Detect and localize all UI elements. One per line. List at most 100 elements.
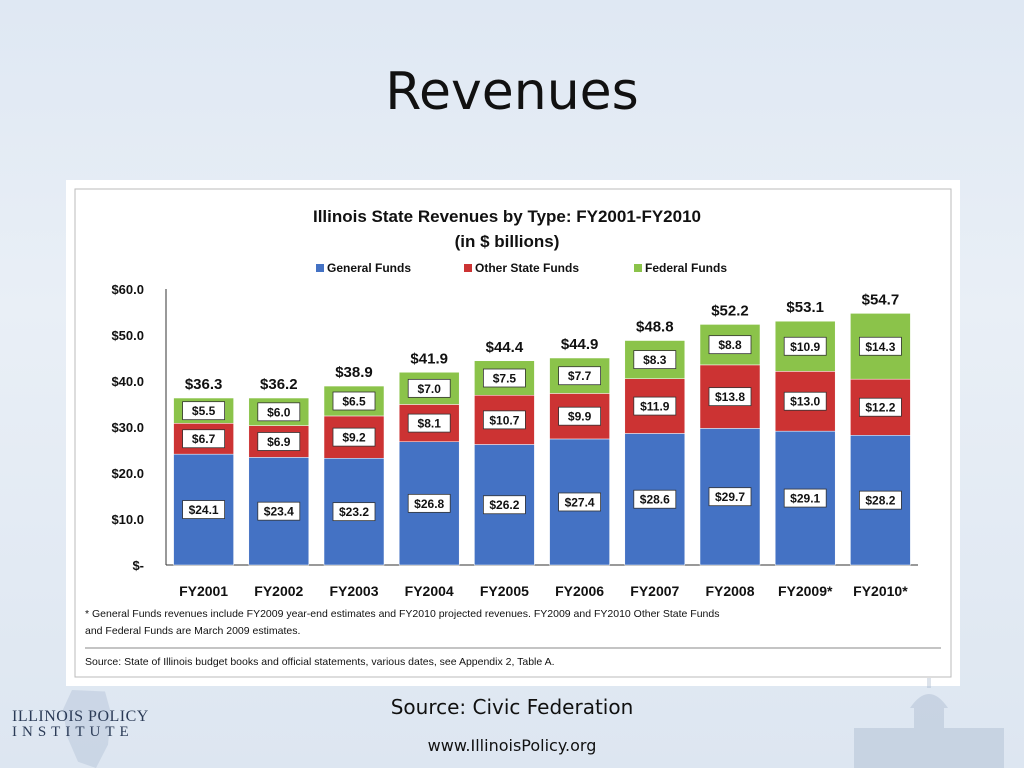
data-label-box: [783, 336, 827, 356]
data-label: $7.5: [493, 372, 517, 386]
data-label: $11.9: [640, 400, 670, 414]
data-label: $10.9: [790, 340, 820, 354]
data-label: $10.7: [489, 413, 519, 427]
data-label: $23.2: [339, 505, 369, 519]
data-label: $13.8: [715, 390, 745, 404]
y-tick-label: $10.0: [111, 512, 144, 527]
chart-subtitle: (in $ billions): [455, 232, 560, 251]
data-label-box: [482, 368, 526, 388]
data-label-box: [482, 495, 526, 515]
data-label: $6.9: [267, 435, 291, 449]
data-label-box: [633, 489, 677, 509]
legend-item: General Funds: [316, 261, 411, 275]
data-label-box: [558, 406, 602, 426]
data-label-box: [558, 366, 602, 386]
data-label-box: [182, 500, 225, 519]
data-label: $29.1: [790, 492, 820, 506]
data-label: $29.7: [715, 490, 745, 504]
y-tick-label: $40.0: [111, 374, 144, 389]
data-label: $8.1: [418, 417, 442, 431]
data-label: $26.2: [489, 498, 519, 512]
data-label-box: [257, 501, 301, 521]
bar-group: $24.1 $6.7 $5.5 $36.3 $23.4 $6.9 $6.0 $36.2 $23.…: [173, 291, 911, 566]
y-tick-label: $50.0: [111, 328, 144, 343]
source-note: Source: State of Illinois budget books a…: [85, 656, 555, 668]
data-label: $5.5: [192, 404, 216, 418]
x-tick-label: FY2009*: [778, 583, 833, 599]
total-label: $54.7: [862, 291, 900, 308]
data-label-box: [482, 410, 526, 430]
chart-legend: General Funds Other State Funds Federal Fu…: [316, 261, 727, 275]
data-label: $27.4: [565, 495, 595, 509]
x-tick-label: FY2010*: [853, 583, 908, 599]
y-tick-label: $20.0: [111, 466, 144, 481]
data-label: $26.8: [414, 497, 444, 511]
x-axis: FY2001 FY2002 FY2003 FY2004 FY2005 FY2006 FY20…: [179, 583, 908, 599]
data-label-box: [332, 427, 376, 447]
data-label-box: [859, 490, 902, 510]
data-label-box: [708, 487, 752, 507]
data-label-box: [332, 391, 376, 411]
legend-label: Federal Funds: [645, 261, 727, 275]
y-tick-label: $30.0: [111, 420, 144, 435]
data-label-box: [633, 350, 677, 370]
data-label-box: [257, 432, 301, 451]
y-tick-label: $-: [132, 558, 144, 573]
legend-item: Other State Funds: [464, 261, 579, 275]
data-label-box: [708, 335, 752, 355]
data-label: $28.2: [865, 494, 895, 508]
data-label-box: [558, 492, 602, 512]
source-caption: Source: Civic Federation: [390, 695, 634, 719]
data-label-box: [407, 493, 451, 513]
legend-label: General Funds: [327, 261, 411, 275]
footnote-line-2: and Federal Funds are March 2009 estimat…: [85, 625, 300, 637]
total-label: $52.2: [711, 302, 749, 319]
data-label: $28.6: [640, 493, 670, 507]
legend-swatch: [634, 264, 642, 272]
data-label: $6.5: [342, 395, 366, 409]
total-label: $53.1: [786, 299, 824, 316]
data-label-box: [708, 387, 752, 407]
data-label-box: [182, 401, 225, 421]
data-label: $7.7: [568, 369, 592, 383]
data-label-box: [783, 391, 827, 411]
x-tick-label: FY2001: [179, 583, 228, 599]
legend-label: Other State Funds: [475, 261, 579, 275]
total-label: $44.9: [561, 336, 599, 353]
revenue-chart: Illinois State Revenues by Type: FY2001-…: [74, 188, 952, 678]
data-label-box: [257, 402, 301, 422]
legend-item: Federal Funds: [634, 261, 727, 275]
data-label: $12.2: [865, 401, 895, 415]
data-label-box: [182, 429, 225, 449]
x-tick-label: FY2005: [480, 583, 529, 599]
slide-title: Revenues: [385, 62, 639, 122]
capitol-building-icon: [854, 678, 1004, 768]
x-tick-label: FY2002: [254, 583, 303, 599]
x-tick-label: FY2008: [705, 583, 754, 599]
data-label-box: [859, 397, 902, 417]
data-label-box: [332, 502, 376, 522]
total-label: $38.9: [335, 364, 373, 381]
x-tick-label: FY2004: [405, 583, 454, 599]
data-label: $9.9: [568, 410, 592, 424]
total-label: $36.3: [185, 376, 223, 393]
data-label: $7.0: [418, 382, 442, 396]
data-label: $14.3: [865, 340, 895, 354]
brand-line-1: ILLINOIS POLICY: [12, 708, 149, 725]
chart-title: Illinois State Revenues by Type: FY2001-…: [313, 207, 701, 226]
data-label-box: [407, 413, 451, 433]
data-label: $9.2: [342, 431, 366, 445]
brand-line-2: INSTITUTE: [12, 724, 134, 740]
total-label: $44.4: [486, 339, 524, 356]
data-label-box: [633, 396, 677, 416]
data-label: $13.0: [790, 395, 820, 409]
data-label-box: [859, 336, 902, 356]
legend-swatch: [316, 264, 324, 272]
site-url: www.IllinoisPolicy.org: [427, 736, 597, 755]
x-tick-label: FY2006: [555, 583, 604, 599]
y-tick-label: $60.0: [111, 282, 144, 297]
data-label: $24.1: [189, 503, 219, 517]
data-label: $6.7: [192, 432, 216, 446]
legend-swatch: [464, 264, 472, 272]
data-label: $8.3: [643, 353, 667, 367]
